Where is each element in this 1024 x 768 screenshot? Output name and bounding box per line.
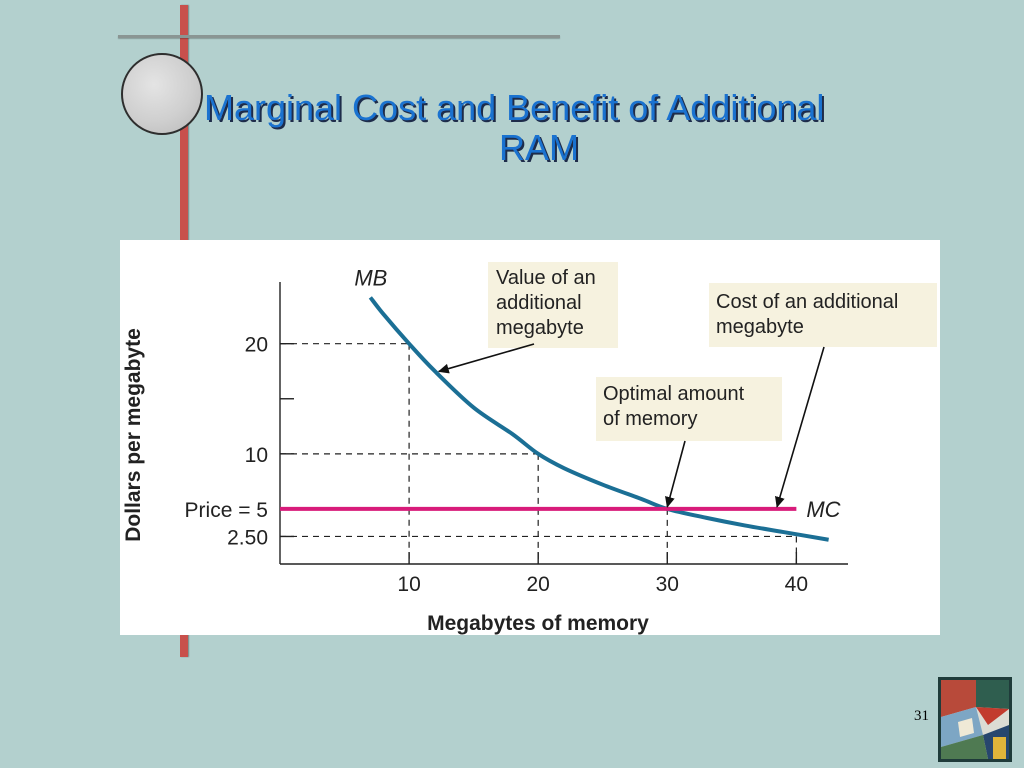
geometric-quilt-logo-icon <box>938 677 1012 762</box>
slide-title-line-1: Marginal Cost and Benefit of Additional <box>204 87 825 128</box>
annotation-box <box>596 377 782 441</box>
slide-title-line-2: RAM <box>499 127 579 169</box>
y-tick-label: 10 <box>245 444 268 467</box>
y-tick-label: 20 <box>245 334 268 357</box>
series-line-mb <box>368 296 829 542</box>
annotation-text: Cost of an additional <box>716 291 898 313</box>
annotation-text: of memory <box>603 408 697 430</box>
x-axis-title: Megabytes of memory <box>427 612 649 635</box>
decorative-horizontal-line <box>118 35 560 38</box>
slide-title: Marginal Cost and Benefit of Additional … <box>204 87 904 169</box>
annotation-box <box>488 262 618 348</box>
decorative-circle <box>121 53 203 135</box>
marginal-cost-benefit-chart: 2.50 Price = 5 10 20 10 20 30 40 Megabytes of me… <box>122 262 937 635</box>
annotation-arrow <box>437 343 535 374</box>
annotation-text: Value of an <box>496 267 596 289</box>
y-axis-title: Dollars per megabyte <box>122 328 145 542</box>
chart-container: 2.50 Price = 5 10 20 10 20 30 40 Megabytes of me… <box>120 240 940 635</box>
annotation-text: Optimal amount <box>603 383 745 405</box>
annotation-text: megabyte <box>496 317 584 339</box>
annotation-text: additional <box>496 292 582 314</box>
series-label-mb: MB <box>354 265 387 290</box>
annotation-arrow <box>665 440 686 508</box>
annotation-text: megabyte <box>716 316 804 338</box>
x-tick-label: 30 <box>656 573 679 596</box>
annotation-box <box>709 283 937 347</box>
x-tick-label: 20 <box>527 573 550 596</box>
page-number: 31 <box>914 708 929 724</box>
x-tick-label: 10 <box>397 573 420 596</box>
x-tick-label: 40 <box>785 573 808 596</box>
series-label-mc: MC <box>806 497 840 522</box>
y-tick-label: Price = 5 <box>185 499 268 522</box>
annotation-arrow <box>775 346 825 508</box>
y-tick-label: 2.50 <box>227 526 268 549</box>
